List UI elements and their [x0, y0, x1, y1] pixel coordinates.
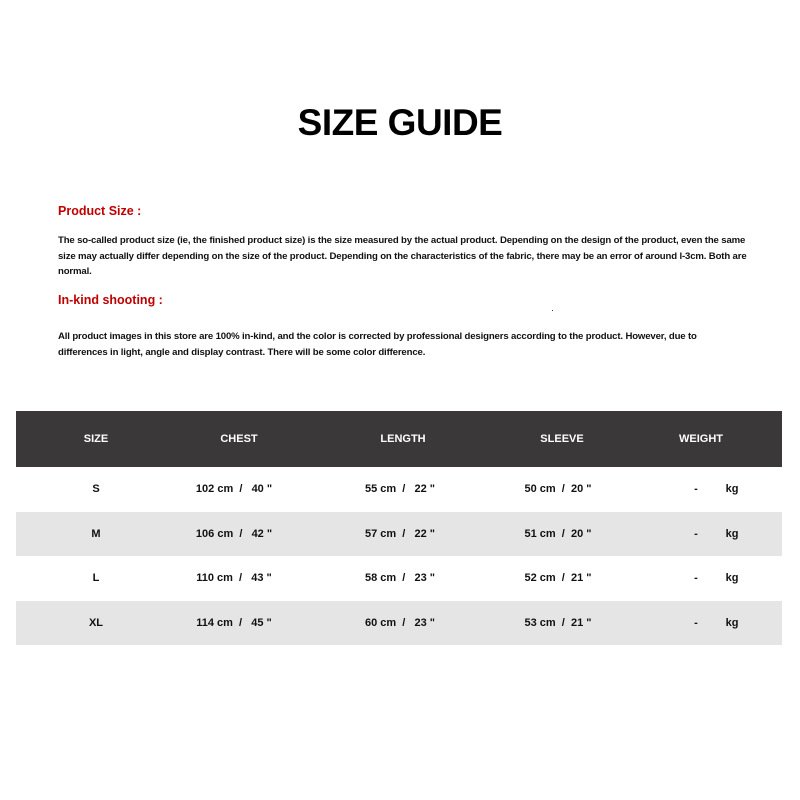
header-size: SIZE: [83, 433, 109, 445]
product-size-heading: Product Size :: [58, 204, 142, 218]
cell-length: 60 cm / 23 ": [364, 616, 436, 629]
cell-weight: -: [694, 483, 698, 496]
cell-sleeve: 52 cm / 21 ": [524, 572, 592, 585]
size-table: SIZE CHEST LENGTH SLEEVE WEIGHT S 102 cm…: [16, 411, 782, 645]
cell-weight-unit: kg: [725, 616, 739, 629]
cell-size: L: [92, 572, 100, 585]
table-header: SIZE CHEST LENGTH SLEEVE WEIGHT: [16, 411, 782, 467]
cell-size: M: [91, 527, 101, 540]
header-weight: WEIGHT: [679, 433, 723, 445]
in-kind-shooting-heading: In-kind shooting :: [58, 293, 163, 307]
cell-weight-unit: kg: [725, 483, 739, 496]
cell-weight: -: [694, 527, 698, 540]
cell-length: 58 cm / 23 ": [364, 572, 436, 585]
table-row: XL 114 cm / 45 " 60 cm / 23 " 53 cm / 21…: [16, 600, 782, 645]
cell-weight: -: [694, 572, 698, 585]
cell-sleeve: 53 cm / 21 ": [524, 616, 592, 629]
page-title: SIZE GUIDE: [297, 102, 503, 143]
cell-sleeve: 51 cm / 20 ": [524, 527, 592, 540]
cell-length: 57 cm / 22 ": [364, 527, 436, 540]
stray-dot: [552, 310, 553, 311]
cell-chest: 114 cm / 45 ": [196, 616, 272, 629]
header-chest: CHEST: [220, 433, 258, 445]
cell-size: S: [92, 483, 100, 496]
header-length: LENGTH: [380, 433, 426, 445]
cell-weight: -: [694, 616, 698, 629]
cell-chest: 102 cm / 40 ": [195, 483, 273, 496]
product-size-text: The so-called product size (ie, the fini…: [58, 235, 747, 277]
table-row: L 110 cm / 43 " 58 cm / 23 " 52 cm / 21 …: [16, 556, 782, 601]
cell-chest: 106 cm / 42 ": [195, 527, 273, 540]
in-kind-shooting-text: All product images in this store are 100…: [58, 331, 697, 358]
cell-length: 55 cm / 22 ": [364, 483, 436, 496]
cell-size: XL: [88, 616, 104, 629]
table-row: S 102 cm / 40 " 55 cm / 22 " 50 cm / 20 …: [16, 467, 782, 512]
table-row: M 106 cm / 42 " 57 cm / 22 " 51 cm / 20 …: [16, 511, 782, 556]
cell-chest: 110 cm / 43 ": [196, 572, 272, 585]
cell-weight-unit: kg: [725, 527, 739, 540]
header-sleeve: SLEEVE: [540, 433, 584, 445]
cell-sleeve: 50 cm / 20 ": [524, 483, 592, 496]
cell-weight-unit: kg: [725, 572, 739, 585]
